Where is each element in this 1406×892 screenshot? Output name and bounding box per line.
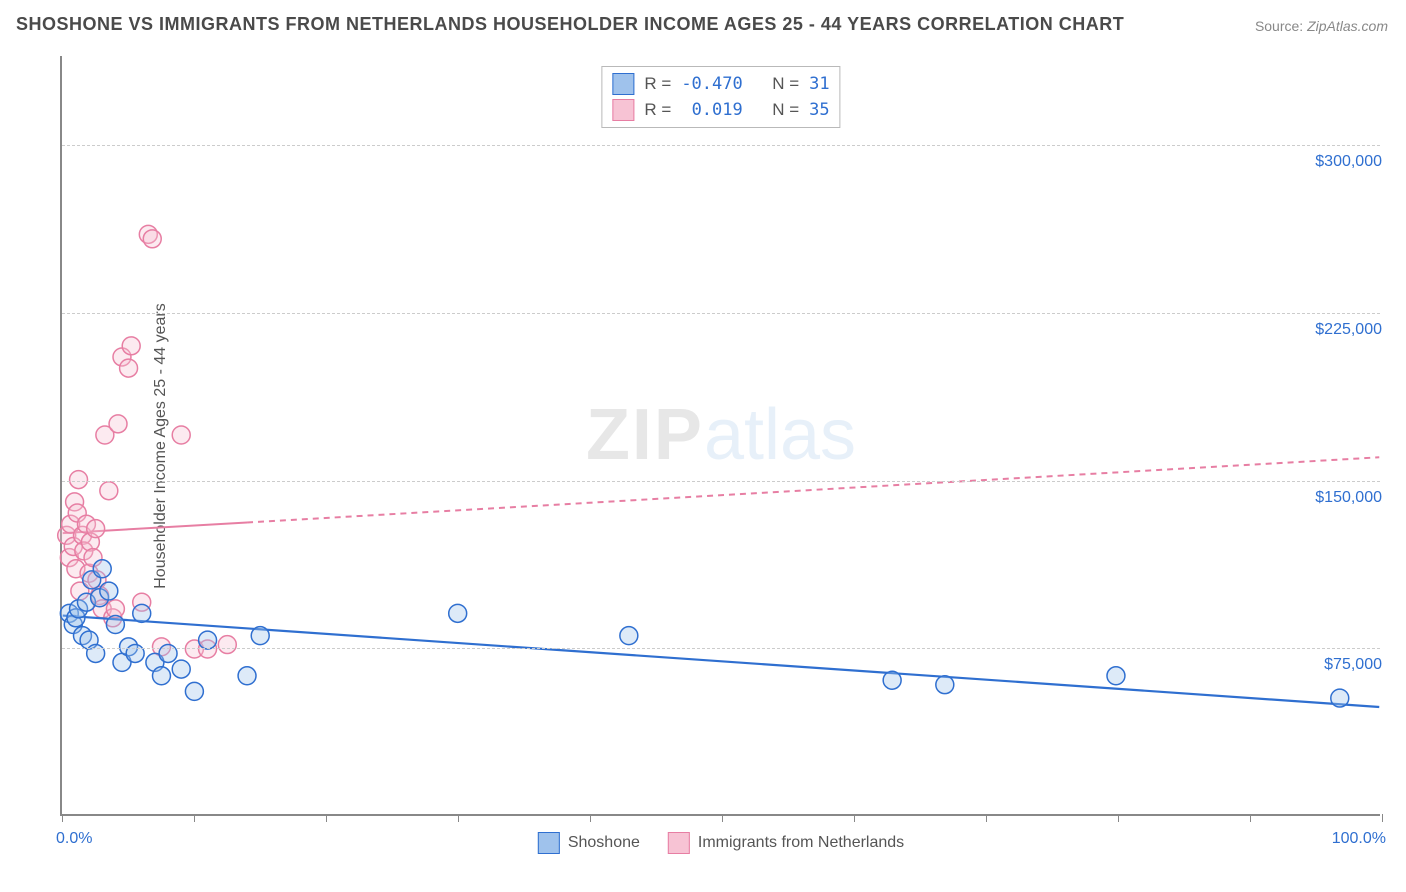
series-legend: Shoshone Immigrants from Netherlands bbox=[538, 832, 904, 854]
data-point bbox=[185, 682, 203, 700]
shoshone-swatch-icon bbox=[538, 832, 560, 854]
data-point bbox=[172, 660, 190, 678]
x-axis-max-label: 100.0% bbox=[1332, 830, 1386, 848]
data-point bbox=[100, 482, 118, 500]
x-axis-min-label: 0.0% bbox=[56, 830, 92, 848]
data-point bbox=[238, 667, 256, 685]
data-point bbox=[159, 645, 177, 663]
data-point bbox=[106, 616, 124, 634]
trend-line-dashed bbox=[247, 457, 1379, 522]
data-point bbox=[87, 645, 105, 663]
data-point bbox=[620, 627, 638, 645]
x-tick bbox=[326, 814, 327, 822]
data-point bbox=[1331, 689, 1349, 707]
data-point bbox=[936, 676, 954, 694]
data-point bbox=[126, 645, 144, 663]
x-tick bbox=[986, 814, 987, 822]
data-point bbox=[218, 636, 236, 654]
data-point bbox=[122, 337, 140, 355]
data-point bbox=[172, 426, 190, 444]
y-gridline bbox=[62, 481, 1380, 482]
y-tick-label: $75,000 bbox=[1282, 656, 1382, 674]
data-point bbox=[133, 604, 151, 622]
chart-title: SHOSHONE VS IMMIGRANTS FROM NETHERLANDS … bbox=[16, 14, 1124, 35]
chart-plot-area: ZIPatlas R = -0.470 N = 31 R = 0.019 N =… bbox=[60, 56, 1380, 816]
x-tick bbox=[590, 814, 591, 822]
x-tick bbox=[458, 814, 459, 822]
data-point bbox=[143, 230, 161, 248]
source-attribution: Source: ZipAtlas.com bbox=[1255, 18, 1388, 34]
netherlands-legend-label: Immigrants from Netherlands bbox=[698, 834, 904, 852]
data-point bbox=[109, 415, 127, 433]
y-gridline bbox=[62, 648, 1380, 649]
data-point bbox=[883, 671, 901, 689]
data-point bbox=[199, 631, 217, 649]
data-point bbox=[449, 604, 467, 622]
x-tick bbox=[722, 814, 723, 822]
data-point bbox=[251, 627, 269, 645]
legend-item-netherlands: Immigrants from Netherlands bbox=[668, 832, 904, 854]
shoshone-legend-label: Shoshone bbox=[568, 834, 640, 852]
x-tick bbox=[854, 814, 855, 822]
source-label: Source: bbox=[1255, 18, 1303, 34]
y-gridline bbox=[62, 313, 1380, 314]
data-point bbox=[120, 359, 138, 377]
data-point bbox=[1107, 667, 1125, 685]
x-tick bbox=[1250, 814, 1251, 822]
x-tick bbox=[1382, 814, 1383, 822]
data-point bbox=[153, 667, 171, 685]
x-tick bbox=[62, 814, 63, 822]
x-tick bbox=[194, 814, 195, 822]
scatter-svg-layer bbox=[62, 56, 1380, 814]
y-tick-label: $225,000 bbox=[1282, 321, 1382, 339]
x-tick bbox=[1118, 814, 1119, 822]
data-point bbox=[93, 560, 111, 578]
legend-item-shoshone: Shoshone bbox=[538, 832, 640, 854]
netherlands-swatch-icon bbox=[668, 832, 690, 854]
y-gridline bbox=[62, 145, 1380, 146]
data-point bbox=[70, 471, 88, 489]
data-point bbox=[87, 520, 105, 538]
y-tick-label: $300,000 bbox=[1282, 153, 1382, 171]
source-value: ZipAtlas.com bbox=[1307, 18, 1388, 34]
y-tick-label: $150,000 bbox=[1282, 489, 1382, 507]
data-point bbox=[100, 582, 118, 600]
